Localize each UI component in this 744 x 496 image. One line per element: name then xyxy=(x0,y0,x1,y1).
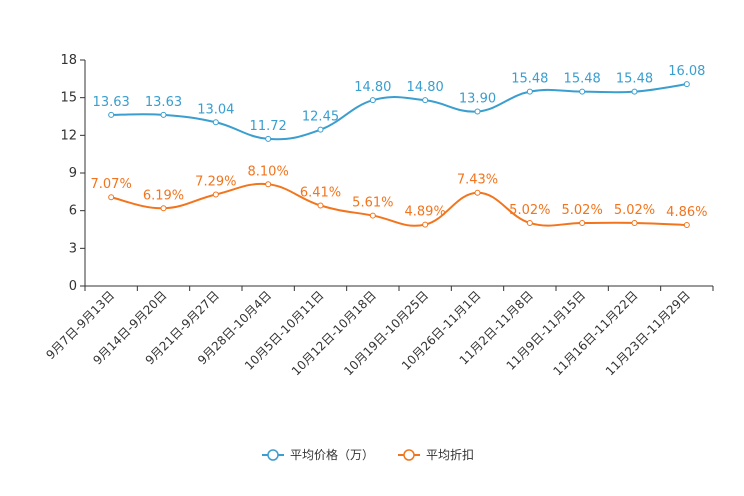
data-label: 7.29% xyxy=(195,174,236,189)
legend-label: 平均折扣 xyxy=(426,447,474,462)
data-label: 5.61% xyxy=(352,196,393,211)
series-avg-price: 13.63 13.63 13.04 11.72 12.45 14.80 14.80 13.90… xyxy=(93,64,705,142)
data-point[interactable] xyxy=(212,191,219,198)
y-tick-label: 18 xyxy=(60,53,77,68)
data-label: 14.80 xyxy=(407,80,444,95)
data-point[interactable] xyxy=(422,97,429,104)
data-label: 13.63 xyxy=(145,95,182,110)
data-point[interactable] xyxy=(526,88,533,95)
y-tick-label: 9 xyxy=(69,166,77,181)
data-label: 7.43% xyxy=(457,173,498,188)
data-label: 15.48 xyxy=(511,72,548,87)
data-label: 4.86% xyxy=(666,205,707,220)
data-point[interactable] xyxy=(369,97,376,104)
data-point[interactable] xyxy=(474,108,481,115)
data-point[interactable] xyxy=(631,219,638,226)
data-point[interactable] xyxy=(683,81,690,88)
data-label: 11.72 xyxy=(250,119,287,134)
data-label: 6.41% xyxy=(300,186,341,201)
data-label: 8.10% xyxy=(248,164,289,179)
data-point[interactable] xyxy=(683,221,690,228)
data-point[interactable] xyxy=(317,126,324,133)
data-point[interactable] xyxy=(160,205,167,212)
data-label: 5.02% xyxy=(562,203,603,218)
data-point[interactable] xyxy=(422,221,429,228)
data-point[interactable] xyxy=(579,219,586,226)
legend-label: 平均价格（万） xyxy=(290,447,374,462)
series-avg-discount: 7.07% 6.19% 7.29% 8.10% 6.41% 5.61% 4.89% 7.43%… xyxy=(91,164,707,228)
y-tick-label: 15 xyxy=(60,91,77,106)
data-point[interactable] xyxy=(474,189,481,196)
data-label: 16.08 xyxy=(668,64,705,79)
data-point[interactable] xyxy=(108,194,115,201)
data-label: 14.80 xyxy=(354,80,391,95)
series-group: 13.63 13.63 13.04 11.72 12.45 14.80 14.80 13.90… xyxy=(91,64,707,228)
data-label: 13.90 xyxy=(459,91,496,106)
data-point[interactable] xyxy=(108,111,115,118)
legend-marker xyxy=(403,449,415,461)
y-tick-label: 6 xyxy=(69,204,77,219)
data-label: 15.48 xyxy=(564,72,601,87)
data-point[interactable] xyxy=(631,88,638,95)
data-label: 15.48 xyxy=(616,72,653,87)
axes: 03691215189月7日-9月13日9月14日-9月20日9月21日-9月2… xyxy=(43,53,714,378)
data-point[interactable] xyxy=(212,119,219,126)
legend-marker xyxy=(267,449,279,461)
data-point[interactable] xyxy=(265,181,272,188)
y-tick-label: 3 xyxy=(69,241,77,256)
legend-item-avg-price[interactable]: 平均价格（万） xyxy=(262,447,374,462)
data-point[interactable] xyxy=(369,212,376,219)
data-label: 7.07% xyxy=(91,177,132,192)
y-tick-label: 12 xyxy=(60,128,77,143)
series-line xyxy=(111,83,687,141)
data-point[interactable] xyxy=(579,88,586,95)
data-label: 5.02% xyxy=(509,203,550,218)
data-point[interactable] xyxy=(317,202,324,209)
y-tick-label: 0 xyxy=(69,279,77,294)
data-label: 12.45 xyxy=(302,110,339,125)
legend-item-avg-discount[interactable]: 平均折扣 xyxy=(398,447,474,462)
data-label: 6.19% xyxy=(143,188,184,203)
data-point[interactable] xyxy=(526,219,533,226)
data-label: 13.63 xyxy=(93,95,130,110)
data-point[interactable] xyxy=(160,111,167,118)
data-label: 13.04 xyxy=(197,102,234,117)
data-point[interactable] xyxy=(265,135,272,142)
data-label: 5.02% xyxy=(614,203,655,218)
legend[interactable]: 平均价格（万） 平均折扣 xyxy=(262,447,474,462)
data-label: 4.89% xyxy=(405,205,446,220)
